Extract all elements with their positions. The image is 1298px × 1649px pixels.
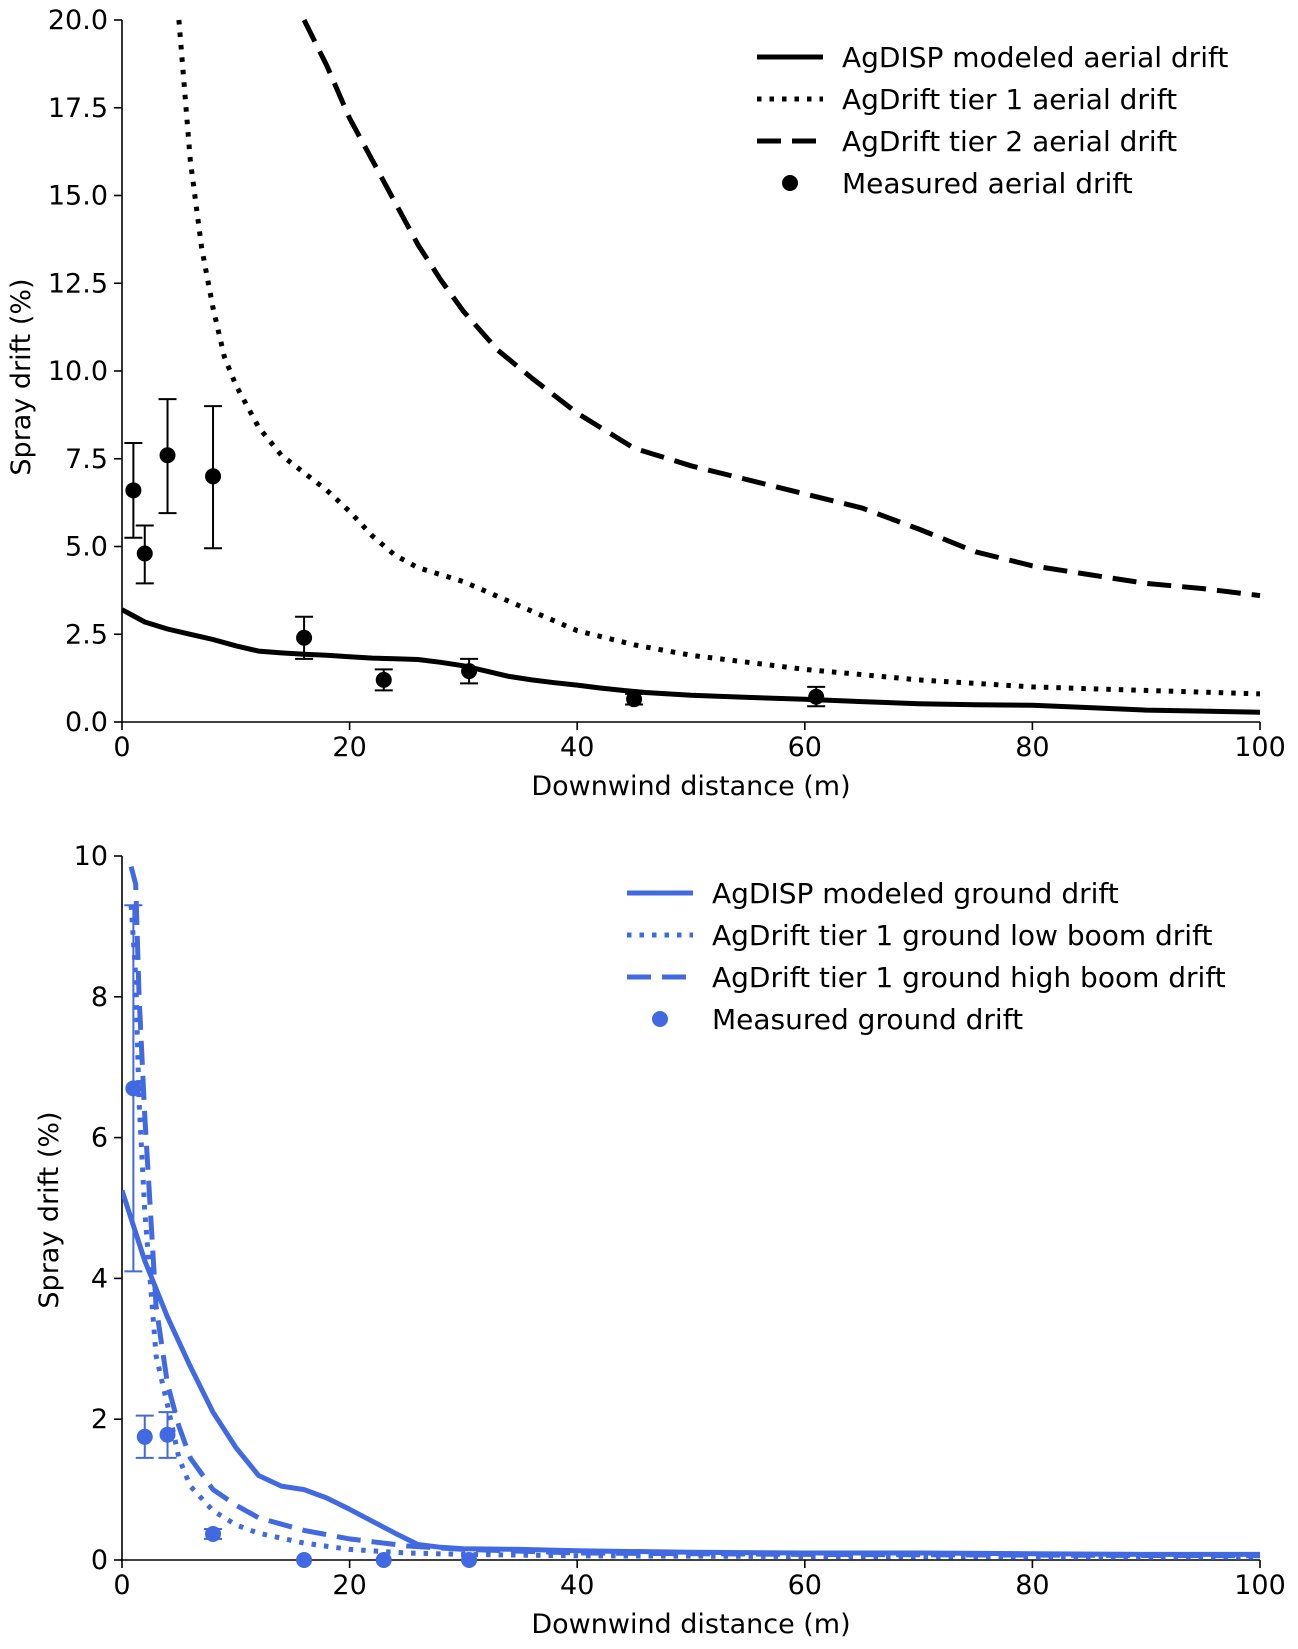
y-tick-label: 2.5 [65,619,108,650]
measured-point [296,1552,313,1568]
x-tick-label: 20 [332,1570,366,1601]
series-line-solid [122,1189,1260,1557]
y-tick-label: 0 [91,1545,108,1576]
x-tick-label: 100 [1234,732,1286,763]
y-tick-label: 5.0 [65,532,108,563]
measured-point [296,629,313,646]
legend-label: Measured ground drift [712,1003,1023,1036]
measured-point [375,671,392,688]
x-tick-label: 0 [113,732,130,763]
series-line-dotted [128,905,1260,1560]
series-line-dashed [128,865,1261,1559]
measured-point [205,1525,222,1542]
aerial-drift-panel: 0 20 40 60 80 100 0.0 2.5 5.0 7.5 10.0 12.5 15.0 17.5… [6,5,1286,802]
legend-label: AgDISP modeled aerial drift [842,41,1228,74]
series-line-solid [122,607,1261,715]
legend-label: AgDrift tier 1 ground high boom drift [712,961,1226,994]
legend-label: AgDrift tier 1 aerial drift [842,83,1177,116]
x-tick-label: 0 [113,1570,130,1601]
x-tick-label: 40 [560,732,594,763]
x-axis-label: Downwind distance (m) [531,771,850,802]
y-tick-label: 2 [91,1404,108,1435]
measured-point [461,663,478,680]
y-tick-label: 17.5 [48,93,108,124]
x-tick-label: 80 [1015,732,1049,763]
measured-point [626,691,643,708]
measured-point [375,1552,392,1568]
y-tick-label: 10 [74,841,108,872]
legend-label: AgDrift tier 2 aerial drift [842,125,1177,158]
measured-point [205,468,222,485]
y-axis-label: Spray drift (%) [6,278,37,475]
measured-point [125,1080,142,1097]
plot-area [122,18,1261,715]
x-axis-label: Downwind distance (m) [531,1609,850,1640]
measured-point [125,482,142,499]
x-tick-label: 80 [1015,1570,1049,1601]
measured-point [159,447,176,464]
y-tick-label: 7.5 [65,444,108,475]
measured-point [136,545,153,562]
y-tick-label: 10.0 [48,356,108,387]
plot-area [122,865,1261,1560]
measured-point [461,1552,478,1568]
y-tick-label: 15.0 [48,181,108,212]
y-tick-label: 20.0 [48,5,108,36]
x-tick-label: 60 [788,1570,822,1601]
legend-marker [782,175,798,191]
series-line-dashed [301,18,1261,599]
legend-label: AgDrift tier 1 ground low boom drift [712,919,1212,952]
legend-label: AgDISP modeled ground drift [712,877,1119,910]
legend: AgDISP modeled aerial drift AgDrift tier … [757,41,1228,200]
y-tick-label: 4 [91,1263,108,1294]
y-tick-label: 6 [91,1123,108,1154]
legend: AgDISP modeled ground drift AgDrift tier … [627,877,1226,1036]
y-tick-label: 0.0 [65,707,108,738]
measured-point [808,688,825,705]
x-tick-label: 20 [332,732,366,763]
measured-point [159,1426,176,1443]
x-tick-label: 100 [1234,1570,1286,1601]
measured-point [136,1428,153,1445]
y-tick-label: 12.5 [48,268,108,299]
y-tick-label: 8 [91,982,108,1013]
y-axis-label: Spray drift (%) [34,1111,65,1308]
legend-label: Measured aerial drift [842,167,1133,200]
series-line-dotted [176,19,1261,697]
legend-marker [652,1011,668,1027]
x-tick-label: 40 [560,1570,594,1601]
x-tick-label: 60 [788,732,822,763]
ground-drift-panel: 0 20 40 60 80 100 0 2 4 6 8 10 Downwind distance (m)… [34,841,1286,1640]
